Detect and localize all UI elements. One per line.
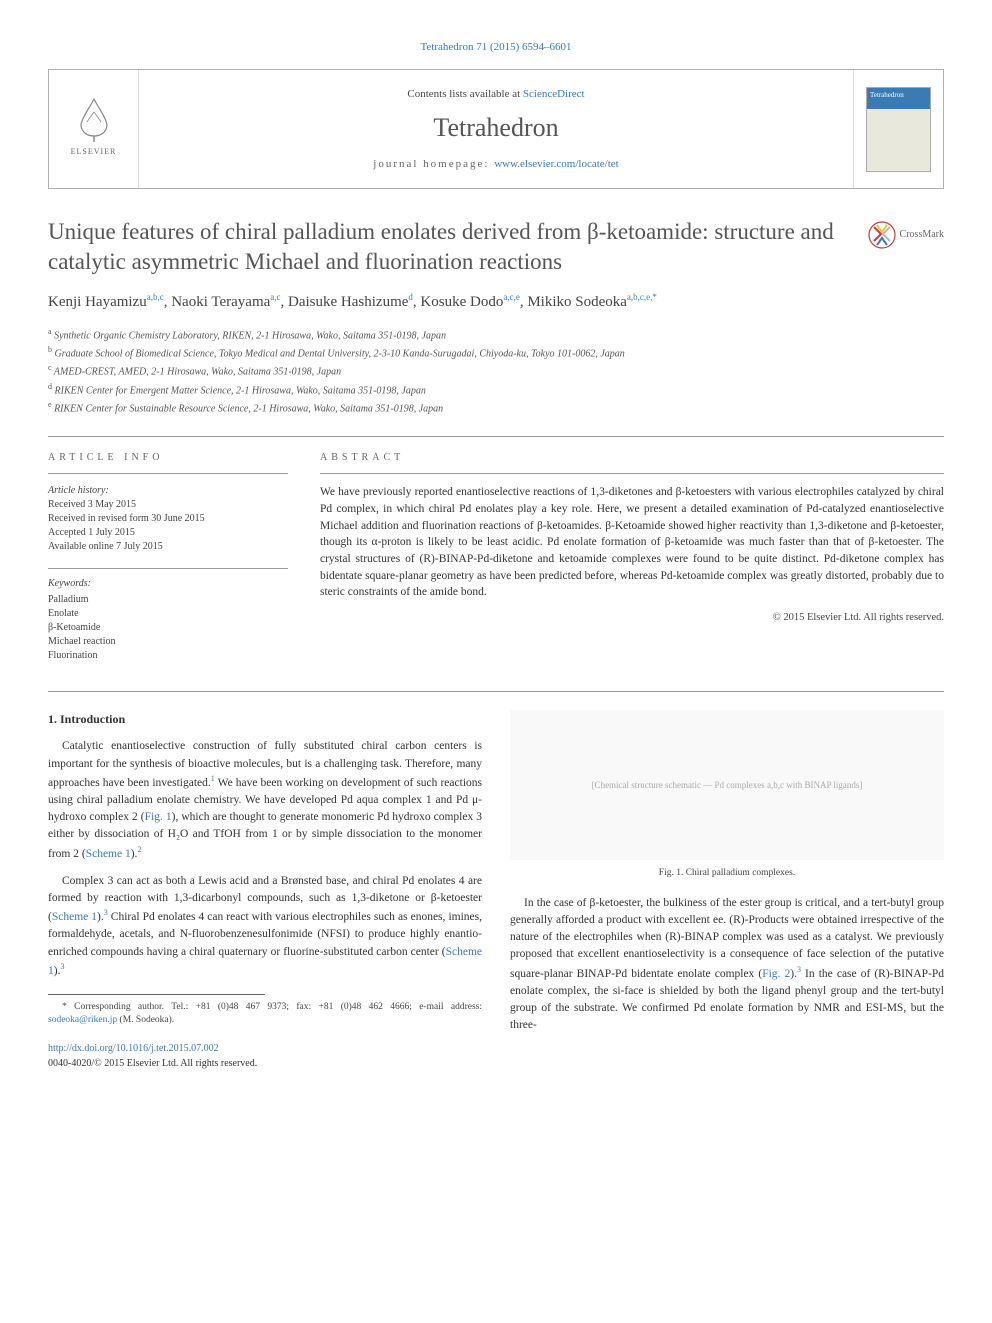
intro-heading: 1. Introduction bbox=[48, 710, 482, 728]
article-title: Unique features of chiral palladium enol… bbox=[48, 217, 852, 277]
keyword-item: β-Ketoamide bbox=[48, 621, 288, 635]
col2-para-1: In the case of β-ketoester, the bulkines… bbox=[510, 895, 944, 1035]
keywords-label: Keywords: bbox=[48, 577, 288, 591]
article-info-heading: ARTICLE INFO bbox=[48, 451, 288, 474]
footnote-rule bbox=[48, 994, 265, 995]
crossmark-label: CrossMark bbox=[900, 228, 944, 242]
contents-available: Contents lists available at ScienceDirec… bbox=[407, 87, 584, 102]
figure-1-schematic: [Chemical structure schematic — Pd compl… bbox=[510, 710, 944, 860]
cover-thumb-cell bbox=[853, 70, 943, 188]
affiliation-item: c AMED-CREST, AMED, 2-1 Hirosawa, Wako, … bbox=[48, 362, 944, 379]
figure-1-caption: Fig. 1. Chiral palladium complexes. bbox=[510, 866, 944, 880]
fig2-ref[interactable]: Fig. 2 bbox=[762, 967, 790, 979]
affiliation-item: e RIKEN Center for Sustainable Resource … bbox=[48, 399, 944, 416]
citation-header: Tetrahedron 71 (2015) 6594–6601 bbox=[48, 40, 944, 55]
journal-page: Tetrahedron 71 (2015) 6594–6601 ELSEVIER… bbox=[0, 0, 992, 1111]
homepage-prefix: journal homepage: bbox=[373, 158, 494, 170]
corresponding-author-footnote: * Corresponding author. Tel.: +81 (0)48 … bbox=[48, 1001, 482, 1028]
affiliation-item: b Graduate School of Biomedical Science,… bbox=[48, 344, 944, 361]
masthead-center: Contents lists available at ScienceDirec… bbox=[139, 70, 853, 188]
keyword-item: Fluorination bbox=[48, 649, 288, 663]
issn-copyright: 0040-4020/© 2015 Elsevier Ltd. All right… bbox=[48, 1058, 257, 1069]
crossmark-badge[interactable]: CrossMark bbox=[868, 221, 944, 249]
contents-prefix: Contents lists available at bbox=[407, 88, 522, 100]
homepage-link[interactable]: www.elsevier.com/locate/tet bbox=[494, 158, 619, 170]
column-right: [Chemical structure schematic — Pd compl… bbox=[510, 710, 944, 1071]
history-online: Available online 7 July 2015 bbox=[48, 540, 288, 554]
history-label: Article history: bbox=[48, 484, 288, 498]
keyword-item: Michael reaction bbox=[48, 635, 288, 649]
keyword-item: Palladium bbox=[48, 593, 288, 607]
scheme1-ref-a[interactable]: Scheme 1 bbox=[86, 847, 131, 859]
body-columns: 1. Introduction Catalytic enantioselecti… bbox=[48, 691, 944, 1071]
article-history: Article history: Received 3 May 2015 Rec… bbox=[48, 484, 288, 554]
publisher-logo-cell: ELSEVIER bbox=[49, 70, 139, 188]
journal-name: Tetrahedron bbox=[433, 110, 558, 146]
abstract-heading: ABSTRACT bbox=[320, 451, 944, 474]
history-received: Received 3 May 2015 bbox=[48, 498, 288, 512]
intro-para-2: Complex 3 can act as both a Lewis acid a… bbox=[48, 873, 482, 980]
affiliation-item: d RIKEN Center for Emergent Matter Scien… bbox=[48, 381, 944, 398]
elsevier-logo-text: ELSEVIER bbox=[71, 146, 117, 157]
masthead: ELSEVIER Contents lists available at Sci… bbox=[48, 69, 944, 189]
keywords-list: PalladiumEnolateβ-KetoamideMichael react… bbox=[48, 593, 288, 663]
info-abstract-row: ARTICLE INFO Article history: Received 3… bbox=[48, 436, 944, 663]
doi-link[interactable]: http://dx.doi.org/10.1016/j.tet.2015.07.… bbox=[48, 1043, 219, 1054]
journal-cover-thumb[interactable] bbox=[866, 87, 931, 172]
sciencedirect-link[interactable]: ScienceDirect bbox=[523, 88, 585, 100]
abstract-copyright: © 2015 Elsevier Ltd. All rights reserved… bbox=[320, 611, 944, 626]
column-left: 1. Introduction Catalytic enantioselecti… bbox=[48, 710, 482, 1071]
author-list: Kenji Hayamizua,b,c, Naoki Terayamaa,c, … bbox=[48, 291, 944, 314]
crossmark-icon bbox=[868, 221, 896, 249]
scheme1-ref-b[interactable]: Scheme 1 bbox=[52, 911, 97, 923]
intro-para-1: Catalytic enantioselective construction … bbox=[48, 738, 482, 862]
history-accepted: Accepted 1 July 2015 bbox=[48, 526, 288, 540]
keyword-item: Enolate bbox=[48, 607, 288, 621]
doi-block: http://dx.doi.org/10.1016/j.tet.2015.07.… bbox=[48, 1041, 482, 1071]
abstract-column: ABSTRACT We have previously reported ena… bbox=[320, 451, 944, 663]
title-row: Unique features of chiral palladium enol… bbox=[48, 217, 944, 277]
abstract-text: We have previously reported enantioselec… bbox=[320, 484, 944, 601]
ref-3b[interactable]: 3 bbox=[60, 962, 64, 971]
history-revised: Received in revised form 30 June 2015 bbox=[48, 512, 288, 526]
ref-2[interactable]: 2 bbox=[137, 845, 141, 854]
keywords-block: Keywords: PalladiumEnolateβ-KetoamideMic… bbox=[48, 568, 288, 663]
elsevier-logo[interactable]: ELSEVIER bbox=[64, 94, 124, 164]
fig1-ref[interactable]: Fig. 1 bbox=[145, 811, 172, 823]
elsevier-tree-icon bbox=[69, 94, 119, 144]
corresponding-email-link[interactable]: sodeoka@riken.jp bbox=[48, 1015, 117, 1025]
affiliation-item: a Synthetic Organic Chemistry Laboratory… bbox=[48, 326, 944, 343]
affiliation-list: a Synthetic Organic Chemistry Laboratory… bbox=[48, 326, 944, 417]
article-info-column: ARTICLE INFO Article history: Received 3… bbox=[48, 451, 288, 663]
journal-homepage: journal homepage: www.elsevier.com/locat… bbox=[373, 157, 618, 172]
